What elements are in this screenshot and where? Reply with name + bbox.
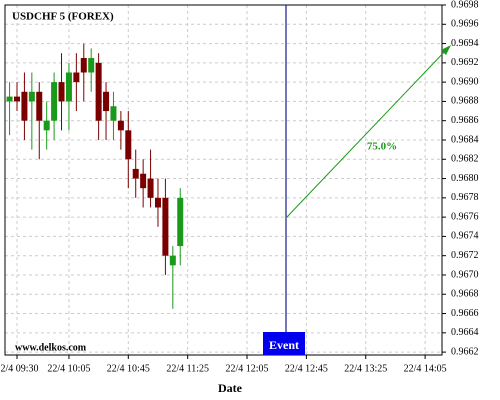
x-tick-label: 22/4 12:05	[225, 363, 268, 374]
x-tick-label: 22/4 11:25	[166, 363, 209, 374]
arrow-label: 75.0%	[367, 141, 397, 153]
candle-body	[169, 255, 176, 266]
y-tick-label: 0.9670	[451, 269, 479, 280]
candle-body	[132, 168, 139, 179]
x-tick-label: 22/4 13:25	[344, 363, 387, 374]
candle-body	[65, 72, 72, 102]
candle-body	[6, 96, 13, 102]
candle-body	[88, 58, 95, 73]
watermark: www.delkos.com	[15, 342, 87, 353]
x-tick-label: 22/4 10:05	[47, 363, 90, 374]
y-tick-label: 0.9664	[451, 327, 479, 338]
y-tick-label: 0.9674	[451, 231, 479, 242]
x-tick-label: 22/4 14:05	[404, 363, 447, 374]
y-tick-label: 0.9662	[451, 346, 479, 357]
candle-body	[162, 197, 169, 256]
candle-body	[125, 130, 132, 160]
candle-body	[95, 62, 102, 121]
candle-body	[43, 120, 50, 131]
y-tick-label: 0.9672	[451, 250, 479, 261]
y-tick-label: 0.9668	[451, 289, 479, 300]
event-label: Event	[269, 338, 299, 352]
arrow-head	[441, 45, 451, 55]
y-tick-label: 0.9696	[451, 19, 479, 30]
candle-body	[147, 178, 154, 198]
candle-body	[117, 120, 124, 131]
event-box	[263, 332, 305, 355]
y-tick-label: 0.9680	[451, 173, 479, 184]
y-tick-label: 0.9690	[451, 76, 479, 87]
candle-body	[28, 91, 35, 102]
candle-body	[154, 197, 161, 208]
forecast-arrow	[285, 47, 449, 219]
candle-body	[103, 91, 110, 112]
candle-body	[140, 173, 147, 189]
y-tick-label: 0.9684	[451, 134, 479, 145]
candle-body	[110, 106, 117, 121]
y-tick-label: 0.9698	[451, 0, 479, 10]
candle-body	[73, 72, 80, 83]
y-tick-label: 0.9692	[451, 57, 479, 68]
y-tick-label: 0.9682	[451, 154, 479, 165]
y-tick-label: 0.9678	[451, 192, 479, 203]
plot-frame	[4, 4, 443, 356]
x-tick-label: 22/4 12:45	[285, 363, 328, 374]
candle-body	[36, 91, 43, 121]
candle-body	[177, 197, 184, 247]
candle-body	[58, 82, 65, 102]
y-tick-label: 0.9694	[451, 38, 479, 49]
y-tick-label: 0.9666	[451, 308, 479, 319]
x-axis-label: Date	[218, 381, 243, 395]
chart-title: USDCHF 5 (FOREX)	[12, 11, 114, 23]
candle-body	[14, 96, 20, 102]
x-tick-label: 22/4 10:45	[107, 363, 150, 374]
candle-body	[21, 91, 28, 121]
candle-body	[51, 82, 58, 121]
y-tick-label: 0.9676	[451, 211, 479, 222]
x-tick-label: 22/4 09:30	[0, 363, 39, 374]
y-tick-label: 0.9688	[451, 96, 479, 107]
y-tick-label: 0.9686	[451, 115, 479, 126]
candle-body	[80, 58, 87, 73]
